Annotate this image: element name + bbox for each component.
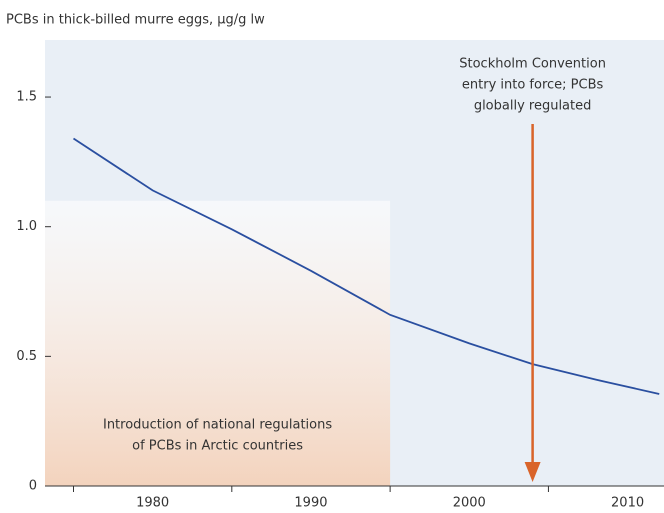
region-label: of PCBs in Arctic countries [132,439,303,454]
x-tick-label: 1990 [294,496,327,511]
y-tick-label: 0 [29,479,37,494]
x-tick-label: 2000 [453,496,486,511]
y-tick-label: 1.0 [16,219,37,234]
arrow-label: entry into force; PCBs [462,78,604,93]
arrow-label: globally regulated [474,99,592,114]
y-tick-label: 0.5 [16,349,37,364]
arrow-label: Stockholm Convention [459,57,606,72]
shaded-region [45,200,391,486]
region-label: Introduction of national regulations [103,418,332,433]
line [73,137,660,395]
x-tick-label: 2010 [611,496,644,511]
chart-title: PCBs in thick-billed murre eggs, µg/g lw [6,13,265,28]
y-tick-label: 1.5 [16,90,37,105]
arrow-head [524,462,541,482]
x-tick-label: 1980 [136,496,169,511]
